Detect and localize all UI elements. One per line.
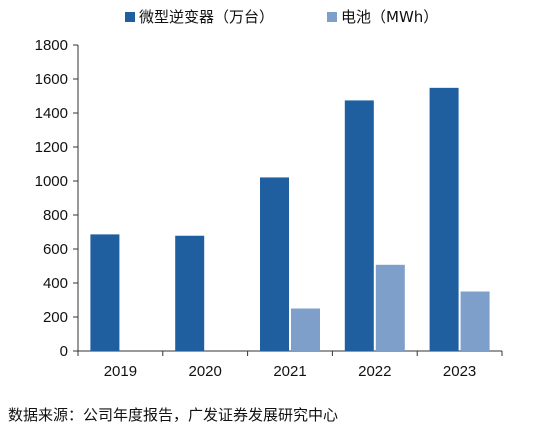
y-tick-label: 400 <box>43 275 68 292</box>
y-tick-label: 1800 <box>35 37 68 54</box>
bar-battery-2022 <box>375 264 405 351</box>
y-tick-label: 1600 <box>35 71 68 88</box>
bar-inverter-2020 <box>175 235 205 351</box>
bar-inverter-2019 <box>90 234 120 351</box>
legend-swatch-battery <box>327 12 337 22</box>
bar-inverter-2021 <box>260 177 289 351</box>
y-tick-label: 1400 <box>35 105 68 122</box>
x-tick-label: 2022 <box>358 363 391 380</box>
bar-battery-2023 <box>460 291 490 351</box>
y-tick-label: 1200 <box>35 139 68 156</box>
bar-inverter-2022 <box>344 100 374 351</box>
bars <box>90 87 490 351</box>
y-tick-label: 0 <box>60 343 68 360</box>
bar-chart: 微型逆变器（万台） 电池（MWh） 0 200 400 600 800 1000 1200 1… <box>35 8 503 380</box>
y-tick-label: 600 <box>43 241 68 258</box>
x-tick-label: 2023 <box>443 363 476 380</box>
y-tick-label: 1000 <box>35 173 68 190</box>
x-tick-label: 2021 <box>273 363 306 380</box>
x-tick-label: 2020 <box>189 363 222 380</box>
source-note: 数据来源：公司年度报告，广发证券发展研究中心 <box>8 406 339 424</box>
y-axis-ticks: 0 200 400 600 800 1000 1200 1400 1600 1800 <box>35 37 78 360</box>
bar-inverter-2023 <box>429 87 459 351</box>
y-tick-label: 200 <box>43 309 68 326</box>
legend: 微型逆变器（万台） 电池（MWh） <box>125 8 438 26</box>
legend-label-inverter: 微型逆变器（万台） <box>139 8 274 26</box>
bar-battery-2021 <box>291 308 320 351</box>
legend-swatch-inverter <box>125 12 135 22</box>
x-tick-label: 2019 <box>104 363 137 380</box>
legend-label-battery: 电池（MWh） <box>341 8 438 26</box>
y-tick-label: 800 <box>43 207 68 224</box>
x-axis-ticks: 2019 2020 2021 2022 2023 <box>77 351 503 380</box>
